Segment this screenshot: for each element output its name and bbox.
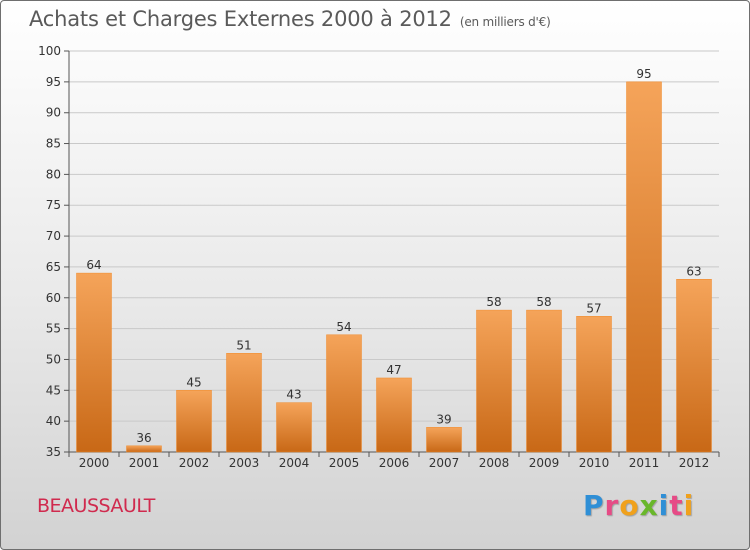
bar <box>126 445 162 453</box>
x-tick-label: 2003 <box>229 456 260 470</box>
x-tick-label: 2010 <box>579 456 610 470</box>
labels: 35 40 45 50 55 60 65 70 75 80 85 90 95 100 64 2000 36 200… <box>38 44 709 470</box>
y-tick-label: 80 <box>46 167 61 181</box>
bar <box>626 81 662 453</box>
x-tick-label: 2005 <box>329 456 360 470</box>
y-tick-label: 95 <box>46 75 61 89</box>
bar <box>226 353 262 453</box>
data-label: 51 <box>236 338 251 352</box>
y-tick-label: 55 <box>46 322 61 336</box>
bar <box>426 427 462 453</box>
chart-subtitle: (en milliers d'€) <box>459 15 551 29</box>
bar <box>76 272 112 453</box>
bar <box>276 402 312 453</box>
bar <box>176 390 212 453</box>
data-label: 36 <box>136 431 151 445</box>
data-label: 58 <box>486 295 501 309</box>
data-label: 58 <box>536 295 551 309</box>
bars <box>76 81 712 453</box>
bar <box>576 316 612 453</box>
x-tick-label: 2011 <box>629 456 660 470</box>
data-label: 54 <box>336 320 351 334</box>
logo-letter: r <box>604 489 620 522</box>
bar <box>676 279 712 453</box>
y-tick-label: 75 <box>46 198 61 212</box>
proxiti-logo: Proxiti <box>583 489 694 522</box>
x-tick-label: 2001 <box>129 456 160 470</box>
logo-letter: P <box>583 489 605 522</box>
x-tick-label: 2006 <box>379 456 410 470</box>
x-tick-label: 2012 <box>679 456 710 470</box>
x-tick-label: 2004 <box>279 456 310 470</box>
x-tick-label: 2009 <box>529 456 560 470</box>
y-tick-label: 35 <box>46 445 61 459</box>
logo-letter: x <box>639 489 659 522</box>
y-tick-label: 50 <box>46 352 61 366</box>
y-tick-label: 100 <box>38 44 61 58</box>
y-tick-label: 45 <box>46 383 61 397</box>
commune-name: BEAUSSAULT <box>37 495 155 517</box>
y-tick-label: 65 <box>46 260 61 274</box>
x-tick-label: 2008 <box>479 456 510 470</box>
chart-title: Achats et Charges Externes 2000 à 2012 (e… <box>29 7 551 31</box>
logo-letter: i <box>683 489 695 522</box>
data-label: 64 <box>86 258 101 272</box>
data-label: 63 <box>686 264 701 278</box>
bar <box>526 309 562 453</box>
data-label: 57 <box>586 301 601 315</box>
y-tick-label: 60 <box>46 291 61 305</box>
bar <box>476 309 512 453</box>
y-tick-label: 40 <box>46 414 61 428</box>
y-tick-label: 85 <box>46 137 61 151</box>
y-tick-label: 70 <box>46 229 61 243</box>
bar <box>376 377 412 453</box>
y-tick-label: 90 <box>46 106 61 120</box>
x-tick-label: 2000 <box>79 456 110 470</box>
bar <box>326 334 362 453</box>
logo-letter: o <box>619 489 640 522</box>
data-label: 95 <box>636 67 651 81</box>
data-label: 47 <box>386 363 401 377</box>
logo-letter: i <box>658 489 670 522</box>
data-label: 45 <box>186 375 201 389</box>
x-tick-label: 2002 <box>179 456 210 470</box>
chart-title-text: Achats et Charges Externes 2000 à 2012 <box>29 7 452 31</box>
x-tick-label: 2007 <box>429 456 460 470</box>
logo-letter: t <box>669 489 684 522</box>
data-label: 43 <box>286 388 301 402</box>
data-label: 39 <box>436 412 451 426</box>
